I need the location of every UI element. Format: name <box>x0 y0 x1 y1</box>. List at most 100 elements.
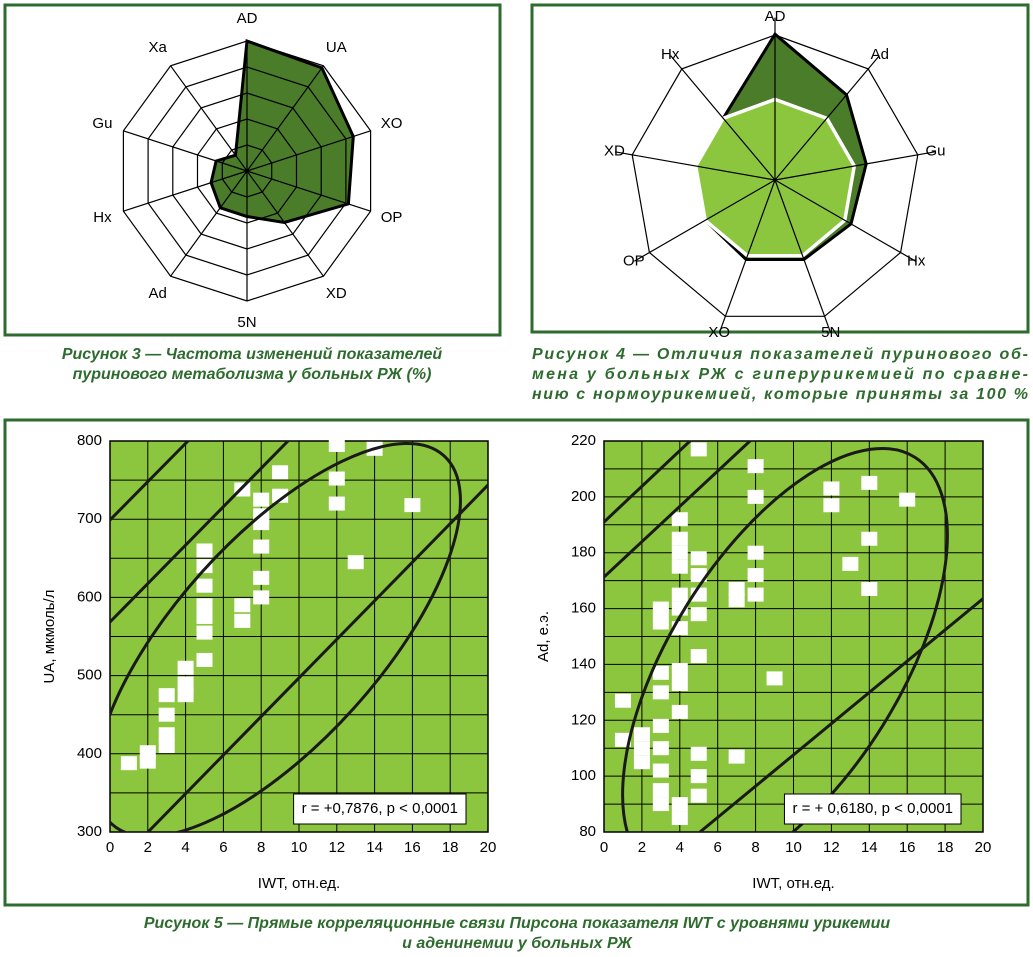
x-axis-label: IWT, отн.ед. <box>258 875 340 892</box>
data-point <box>652 601 669 616</box>
y-axis-label: Ad, е.э. <box>535 611 552 662</box>
axis-label: Gu <box>926 143 946 160</box>
radar-spoke <box>246 170 324 277</box>
radar-spoke <box>246 130 371 172</box>
axis-label: AD <box>765 8 786 25</box>
axis-label: AD <box>237 10 258 27</box>
data-point <box>747 545 764 560</box>
y-tick-label: 80 <box>579 823 596 840</box>
x-tick-label: 10 <box>785 839 802 856</box>
data-point <box>652 685 669 700</box>
data-point <box>139 745 156 760</box>
data-point <box>614 693 631 708</box>
y-tick-label: 700 <box>77 510 102 527</box>
data-point <box>842 556 859 571</box>
radar-spoke <box>170 170 248 277</box>
radar-spoke <box>246 170 371 212</box>
axis-label: XD <box>326 285 347 302</box>
data-point <box>328 496 345 511</box>
y-axis-label: UA, мкмоль/л <box>41 590 58 684</box>
regression-line <box>699 596 983 832</box>
y-tick-label: 160 <box>571 600 596 617</box>
data-point <box>158 727 175 742</box>
data-point <box>747 489 764 504</box>
radar-spoke <box>718 179 776 333</box>
data-point <box>196 559 213 574</box>
data-point <box>158 707 175 722</box>
axis-label: UA <box>326 39 347 56</box>
x-tick-label: 4 <box>676 839 684 856</box>
radar-spoke <box>634 179 776 262</box>
data-point <box>158 688 175 703</box>
data-point <box>728 593 745 608</box>
data-point <box>196 652 213 667</box>
radar-spoke <box>170 65 248 172</box>
x-tick-label: 14 <box>366 839 383 856</box>
data-point <box>652 797 669 812</box>
data-point <box>690 649 707 664</box>
axis-label: Ad <box>871 46 889 63</box>
data-point <box>671 676 688 691</box>
radar-ring <box>631 34 919 317</box>
y-tick-label: 300 <box>77 823 102 840</box>
axis-label: Hx <box>93 209 112 226</box>
caption: Рисунок 5 — Прямые корреляционные связи … <box>144 915 891 932</box>
data-point <box>196 543 213 558</box>
y-tick-label: 220 <box>571 432 596 449</box>
axis-label: XD <box>604 143 625 160</box>
data-point <box>861 582 878 597</box>
radar-spoke <box>614 151 776 181</box>
data-point <box>861 531 878 546</box>
axis-label: 5N <box>821 324 840 341</box>
data-point <box>253 492 270 507</box>
x-tick-label: 8 <box>751 839 759 856</box>
bound-line <box>110 441 190 522</box>
frame <box>3 3 502 337</box>
data-point <box>766 671 783 686</box>
x-tick-label: 12 <box>823 839 840 856</box>
axis-label: Xa <box>148 39 167 56</box>
data-point <box>177 676 194 691</box>
data-point <box>690 788 707 803</box>
y-tick-label: 120 <box>571 711 596 728</box>
data-point <box>196 598 213 613</box>
data-point <box>652 783 669 798</box>
y-tick-label: 100 <box>571 767 596 784</box>
y-tick-label: 500 <box>77 667 102 684</box>
axis-label: Hx <box>907 252 926 269</box>
y-tick-label: 200 <box>571 488 596 505</box>
data-point <box>253 590 270 605</box>
x-tick-label: 18 <box>442 839 459 856</box>
radar-spoke <box>774 179 916 262</box>
data-point <box>158 738 175 753</box>
x-tick-label: 12 <box>328 839 345 856</box>
annotation-box <box>783 793 962 825</box>
data-point <box>690 746 707 761</box>
data-point <box>196 625 213 640</box>
data-point <box>690 551 707 566</box>
x-tick-label: 16 <box>899 839 916 856</box>
confidence-ellipse <box>110 441 462 832</box>
x-tick-label: 20 <box>480 839 497 856</box>
confidence-ellipse <box>621 446 949 832</box>
annotation-box <box>293 793 467 825</box>
axis-label: Gu <box>92 115 112 132</box>
bound-line <box>110 441 290 624</box>
x-tick-label: 6 <box>714 839 722 856</box>
annotation: r = + 0,6180, p < 0,0001 <box>792 800 953 817</box>
y-tick-label: 600 <box>77 588 102 605</box>
x-tick-label: 16 <box>404 839 421 856</box>
y-tick-label: 140 <box>571 655 596 672</box>
data-point <box>823 498 840 513</box>
data-point <box>272 488 289 503</box>
data-point <box>196 609 213 624</box>
data-point <box>614 732 631 747</box>
x-tick-label: 6 <box>219 839 227 856</box>
data-point <box>652 615 669 630</box>
data-point <box>652 718 669 733</box>
data-point <box>652 665 669 680</box>
data-point <box>690 769 707 784</box>
data-point <box>633 755 650 770</box>
axis-label: OP <box>381 209 403 226</box>
